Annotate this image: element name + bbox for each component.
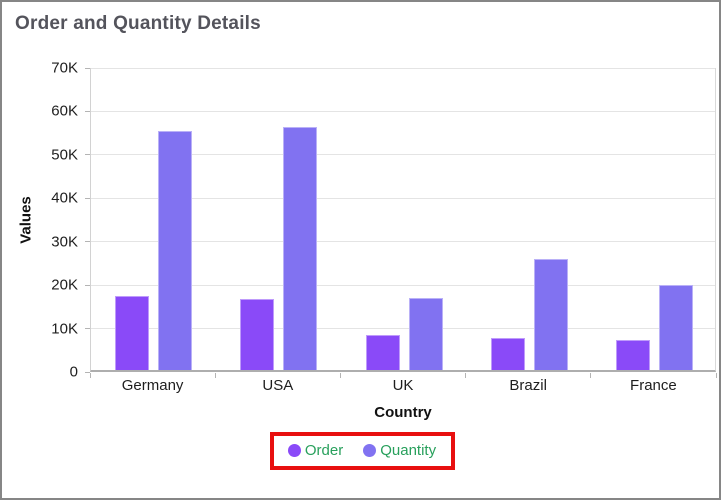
x-category-label: UK (392, 377, 414, 394)
legend-label: Order (304, 442, 344, 459)
gridline (91, 284, 715, 286)
bar-order-usa[interactable] (240, 299, 275, 370)
bar-order-france[interactable] (615, 339, 650, 370)
gridline (91, 110, 715, 112)
legend-item-quantity[interactable]: Quantity (363, 442, 436, 459)
y-tick-mark (85, 328, 90, 330)
gridline (91, 328, 715, 330)
x-tick-mark (214, 373, 216, 378)
bar-order-uk[interactable] (365, 335, 400, 370)
legend: Order Quantity (2, 432, 719, 470)
y-tick-label: 40K (51, 189, 78, 207)
bar-order-germany[interactable] (115, 296, 150, 370)
gridline (91, 241, 715, 243)
gridline (91, 154, 715, 156)
y-axis-title: Values (17, 196, 35, 244)
plot-area (90, 68, 716, 372)
y-tick-mark (85, 241, 90, 243)
legend-label: Quantity (380, 442, 437, 459)
x-category-label: Brazil (509, 377, 547, 394)
bar-quantity-usa[interactable] (283, 126, 318, 370)
x-category-label: France (630, 377, 677, 394)
x-tick-mark (339, 373, 341, 378)
bar-quantity-brazil[interactable] (533, 259, 568, 370)
y-tick-mark (85, 67, 90, 69)
legend-marker-icon (287, 444, 301, 457)
bar-order-brazil[interactable] (490, 338, 525, 370)
y-tick-label: 0 (69, 363, 78, 381)
y-tick-label: 30K (51, 233, 78, 251)
bar-quantity-uk[interactable] (408, 298, 443, 370)
x-axis-title: Country (374, 404, 432, 421)
y-tick-label: 20K (51, 276, 78, 294)
x-category-label: Germany (121, 377, 184, 394)
gridline (91, 68, 715, 69)
gridline (91, 197, 715, 199)
x-tick-mark (715, 373, 717, 378)
y-tick-mark (85, 371, 90, 373)
x-tick-mark (465, 373, 467, 378)
legend-highlight-box: Order Quantity (269, 432, 456, 470)
legend-marker-icon (363, 444, 377, 457)
bar-quantity-germany[interactable] (158, 131, 193, 370)
y-tick-mark (85, 197, 90, 199)
y-tick-label: 60K (51, 102, 78, 120)
y-tick-mark (85, 284, 90, 286)
y-tick-mark (85, 110, 90, 112)
y-tick-mark (85, 154, 90, 156)
chart-title: Order and Quantity Details (15, 13, 261, 34)
bar-quantity-france[interactable] (658, 285, 693, 370)
legend-item-order[interactable]: Order (287, 442, 344, 459)
x-tick-mark (590, 373, 592, 378)
x-category-label: USA (262, 377, 294, 394)
y-tick-label: 70K (51, 59, 78, 77)
y-tick-label: 10K (51, 320, 78, 338)
x-tick-mark (89, 373, 91, 378)
y-tick-label: 50K (51, 146, 78, 164)
